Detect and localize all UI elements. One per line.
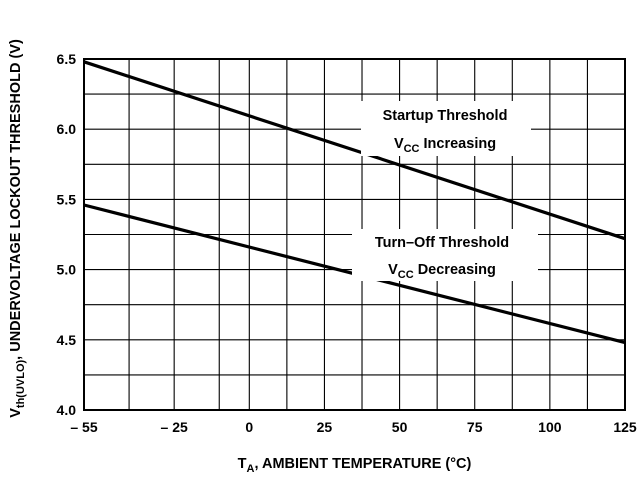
x-tick-label: 50 [392,419,408,435]
annotation-startup-line2: VCC Increasing [394,136,496,155]
y-tick-label: 5.5 [57,191,77,207]
y-axis-label: Vth(UVLO), UNDERVOLTAGE LOCKOUT THRESHOL… [8,39,27,418]
annotation-startup-vcc: V [394,136,404,152]
x-tick-label: – 55 [70,419,97,435]
annotations: Startup Threshold VCC Increasing Turn–Of… [352,101,538,281]
annotation-turnoff-vcc: V [388,262,398,278]
annotation-startup-background [361,101,531,156]
annotation-turnoff-line2: VCC Decreasing [388,262,496,281]
x-axis-label-main: T [238,456,247,472]
tick-labels: – 55 – 25 0 25 50 75 100 125 4.0 4.5 5.0 5.5 6.0 6.5 [57,51,637,435]
x-tick-label: 0 [245,419,253,435]
startup-threshold-line [83,60,626,241]
x-axis-label-rest: , AMBIENT TEMPERATURE (°C) [254,456,471,472]
annotation-turnoff-line1: Turn–Off Threshold [375,235,509,251]
annotation-startup-line1: Startup Threshold [383,108,508,124]
y-tick-label: 4.0 [57,402,77,418]
plot-frame [83,58,626,411]
x-axis-label-subscript: A [247,463,255,475]
x-tick-label: – 25 [161,419,188,435]
y-tick-label: 6.0 [57,121,77,137]
y-tick-label: 6.5 [57,51,77,67]
x-tick-label: 25 [317,419,333,435]
annotation-turnoff-vcc-rest: Decreasing [414,262,496,278]
annotation-turnoff: Turn–Off Threshold VCC Decreasing [352,229,538,281]
annotation-turnoff-vcc-subscript: CC [398,269,414,281]
x-axis-label: TA, AMBIENT TEMPERATURE (°C) [238,456,472,475]
y-axis-label-main: V [8,408,24,418]
x-tick-label: 100 [538,419,562,435]
annotation-startup: Startup Threshold VCC Increasing [361,101,531,156]
annotation-turnoff-background [352,229,538,281]
y-axis-label-subscript: th(UVLO) [15,360,27,409]
annotation-startup-vcc-subscript: CC [404,143,420,155]
annotation-startup-vcc-rest: Increasing [420,136,497,152]
x-tick-label: 125 [613,419,637,435]
series-lines [83,60,626,345]
y-tick-label: 5.0 [57,262,77,278]
y-axis-label-rest: , UNDERVOLTAGE LOCKOUT THRESHOLD (V) [8,39,24,360]
x-tick-label: 75 [467,419,483,435]
y-tick-label: 4.5 [57,332,77,348]
